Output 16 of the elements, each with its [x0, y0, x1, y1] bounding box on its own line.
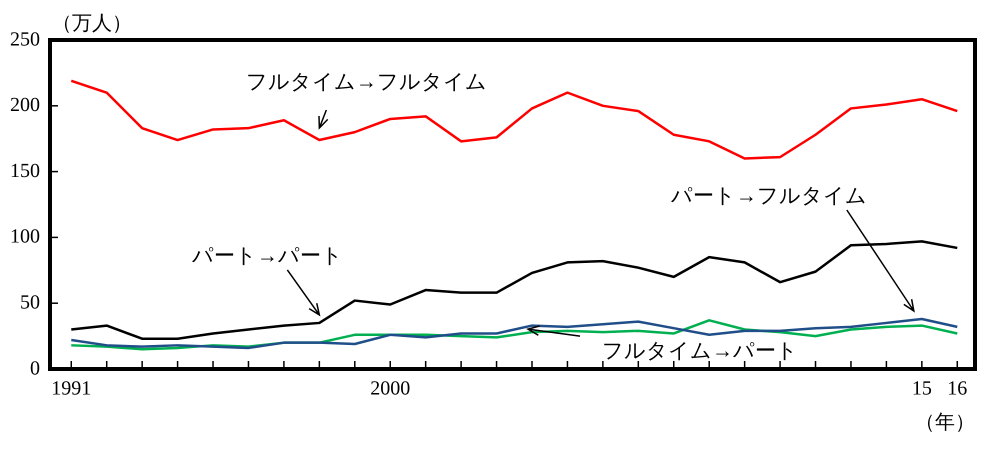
- x-tick-label: 2000: [370, 377, 410, 400]
- y-tick-label: 50: [20, 291, 40, 314]
- y-axis-title: （万人）: [52, 12, 132, 34]
- y-tick-label: 100: [10, 226, 40, 248]
- x-tick-label: 16: [947, 377, 968, 400]
- text: パート→フルタイム: [670, 184, 867, 208]
- series-label: フルタイム→フルタイム: [246, 70, 487, 94]
- x-tick-label: 1991: [51, 377, 92, 400]
- series-label: パート→パート: [190, 243, 343, 268]
- y-tick-label: 150: [10, 160, 40, 182]
- y-tick-label: 250: [10, 28, 40, 50]
- y-tick-label: 200: [10, 94, 40, 116]
- x-tick-label: 15: [912, 377, 932, 400]
- x-axis-title: （年）: [915, 411, 975, 434]
- y-tick-label: 0: [30, 357, 40, 380]
- series-label: フルタイム→パート: [602, 338, 798, 363]
